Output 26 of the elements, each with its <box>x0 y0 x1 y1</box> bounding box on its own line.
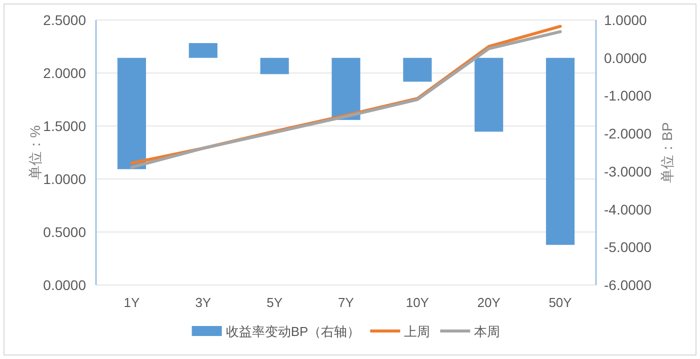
y2-tick-label: 0.0000 <box>604 50 648 66</box>
y-axis-title: 单位：% <box>27 125 43 180</box>
y2-tick-label: -6.0000 <box>604 277 652 293</box>
x-tick-label: 50Y <box>548 295 572 310</box>
y-tick-label: 2.0000 <box>43 65 86 81</box>
x-tick-label: 1Y <box>124 295 140 310</box>
x-tick-label: 3Y <box>195 295 212 310</box>
y2-tick-label: -4.0000 <box>604 201 652 218</box>
legend-label: 收益率变动BP（右轴） <box>226 324 360 339</box>
y2-tick-label: -1.0000 <box>604 88 652 104</box>
y2-tick-label: -3.0000 <box>604 163 652 180</box>
legend-label: 上周 <box>404 324 430 339</box>
x-tick-label: 20Y <box>477 295 501 310</box>
x-tick-label: 5Y <box>266 295 283 310</box>
y-tick-label: 0.5000 <box>43 224 86 240</box>
y2-axis-title: 单位：BP <box>659 122 675 183</box>
y-tick-label: 2.5000 <box>43 12 86 28</box>
x-tick-label: 10Y <box>406 295 430 310</box>
y-tick-label: 1.0000 <box>43 171 86 187</box>
y-tick-label: 1.5000 <box>43 118 86 134</box>
legend-label: 本周 <box>474 324 500 339</box>
y2-tick-label: 1.0000 <box>604 12 648 28</box>
y2-tick-label: -5.0000 <box>604 239 652 256</box>
y-tick-label: 0.0000 <box>43 277 86 293</box>
x-tick-label: 7Y <box>338 295 354 310</box>
y2-tick-label: -2.0000 <box>604 126 652 142</box>
